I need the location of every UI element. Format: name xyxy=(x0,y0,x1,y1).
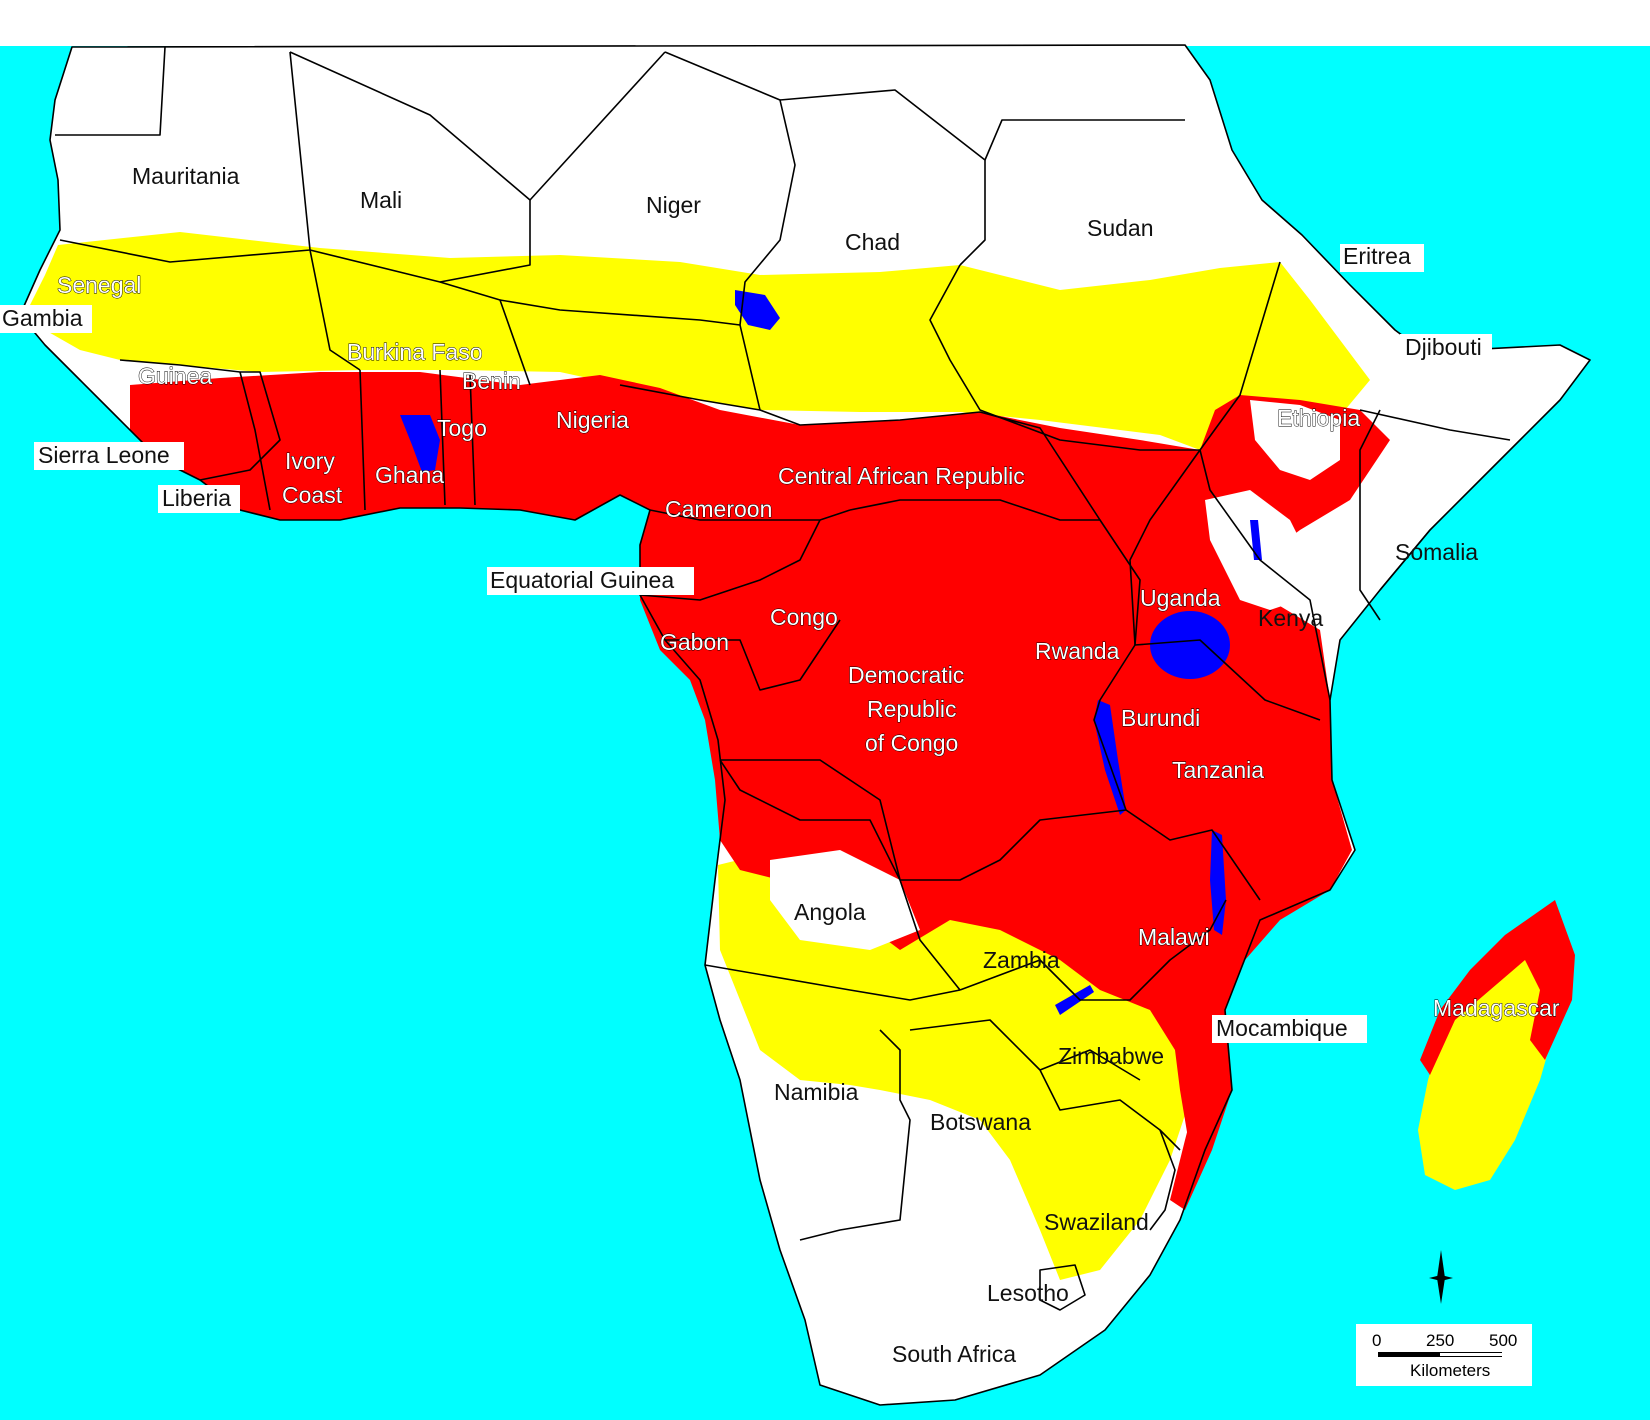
label-zimbabwe: Zimbabwe xyxy=(1058,1043,1164,1069)
label-ethiopia: Ethiopia xyxy=(1277,405,1360,431)
low-risk-zone-sahel xyxy=(30,232,1370,470)
high-risk-zone-central xyxy=(130,372,1390,1150)
label-mocambique: Mocambique xyxy=(1216,1015,1348,1041)
label-congo: Congo xyxy=(770,604,838,630)
label-box-equatorial-guinea xyxy=(487,567,694,595)
high-risk-zone-madagascar xyxy=(1420,900,1575,1075)
label-senegal: Senegal xyxy=(57,272,141,298)
scale-bar: 0 250 500 Kilometers xyxy=(1356,1324,1532,1386)
no-risk-patch-ethiopia xyxy=(1250,400,1340,480)
label-botswana: Botswana xyxy=(930,1109,1031,1135)
map-labels: Mauritania Mali Niger Chad Sudan Eritrea… xyxy=(0,163,1560,1367)
label-zambia: Zambia xyxy=(983,947,1060,973)
label-ivory-coast-line2: Coast xyxy=(282,482,343,508)
label-equatorial-guinea: Equatorial Guinea xyxy=(490,567,674,593)
label-togo: Togo xyxy=(437,415,487,441)
label-south-africa: South Africa xyxy=(892,1341,1016,1367)
label-rwanda: Rwanda xyxy=(1035,638,1120,664)
label-kenya: Kenya xyxy=(1258,605,1323,631)
low-risk-zone-madagascar xyxy=(1418,905,1570,1190)
label-uganda: Uganda xyxy=(1140,585,1221,611)
label-sierra-leone: Sierra Leone xyxy=(38,442,170,468)
label-central-african-republic: Central African Republic xyxy=(778,463,1025,489)
label-box-djibouti xyxy=(1400,334,1492,362)
label-tanzania: Tanzania xyxy=(1172,757,1264,783)
label-eritrea: Eritrea xyxy=(1343,243,1411,269)
scale-tick-500: 500 xyxy=(1489,1331,1517,1350)
label-liberia: Liberia xyxy=(162,485,231,511)
label-box-liberia xyxy=(158,485,240,513)
label-box-sierra-leone xyxy=(34,442,184,470)
country-borders xyxy=(19,44,1591,1406)
label-cameroon: Cameroon xyxy=(665,496,772,522)
scale-tick-0: 0 xyxy=(1372,1331,1381,1350)
label-ghana: Ghana xyxy=(375,462,444,488)
label-swaziland: Swaziland xyxy=(1044,1209,1149,1235)
label-mauritania: Mauritania xyxy=(132,163,240,189)
label-madagascar: Madagascar xyxy=(1433,995,1560,1021)
label-sudan: Sudan xyxy=(1087,215,1154,241)
label-box-eritrea xyxy=(1340,244,1424,272)
scale-tick-250: 250 xyxy=(1426,1331,1454,1350)
label-somalia: Somalia xyxy=(1395,539,1478,565)
no-risk-patch-angola xyxy=(770,850,920,950)
north-arrow-icon xyxy=(1429,1250,1453,1304)
label-drc-line2: Republic xyxy=(867,696,957,722)
label-burundi: Burundi xyxy=(1121,705,1200,731)
label-djibouti: Djibouti xyxy=(1405,334,1482,360)
label-box-mocambique xyxy=(1212,1015,1367,1043)
label-nigeria: Nigeria xyxy=(556,407,629,433)
label-box-gambia xyxy=(0,305,92,333)
scale-unit: Kilometers xyxy=(1410,1361,1490,1380)
label-gambia: Gambia xyxy=(2,305,83,331)
label-ivory-coast-line1: Ivory xyxy=(285,448,335,474)
label-mali: Mali xyxy=(360,187,402,213)
label-burkina-faso: Burkina Faso xyxy=(347,339,483,365)
lake-kariba xyxy=(1055,985,1094,1015)
label-guinea: Guinea xyxy=(138,363,212,389)
lake-volta xyxy=(400,415,440,472)
label-drc-line3: of Congo xyxy=(865,730,958,756)
label-angola: Angola xyxy=(794,899,866,925)
label-benin: Benin xyxy=(462,368,521,394)
lake-chad xyxy=(735,290,780,330)
label-niger: Niger xyxy=(646,192,701,218)
label-malawi: Malawi xyxy=(1138,924,1210,950)
high-risk-zone-mozambique-coast xyxy=(1170,1010,1232,1210)
label-chad: Chad xyxy=(845,229,900,255)
lake-victoria xyxy=(1150,611,1230,679)
label-lesotho: Lesotho xyxy=(987,1280,1069,1306)
label-namibia: Namibia xyxy=(774,1079,859,1105)
label-gabon: Gabon xyxy=(660,629,729,655)
label-drc-line1: Democratic xyxy=(848,662,964,688)
